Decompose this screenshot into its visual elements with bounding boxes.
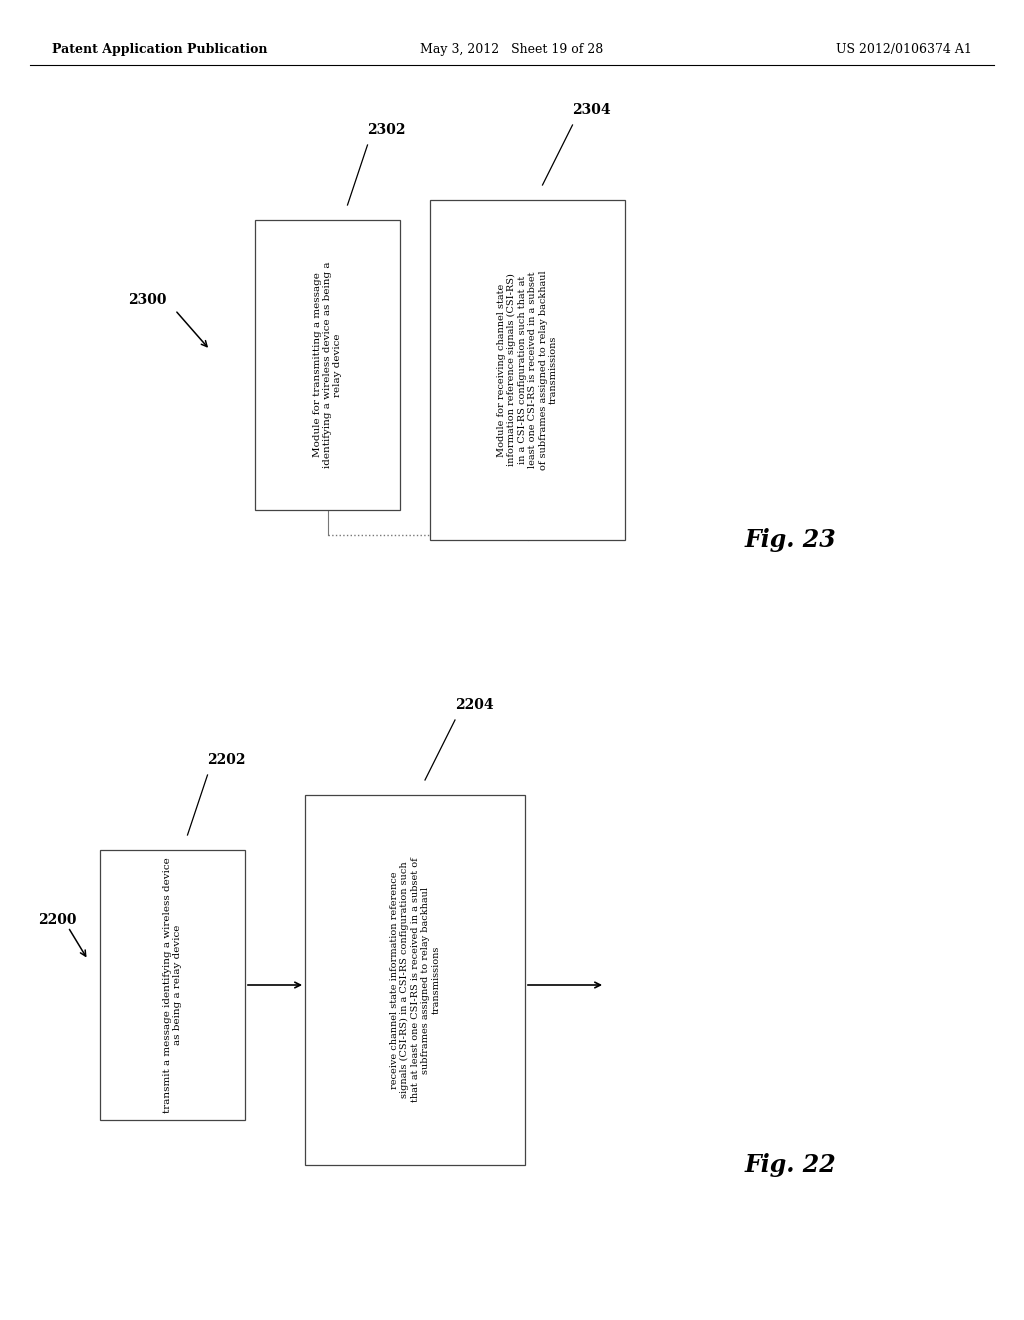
Bar <box>100 850 245 1119</box>
Text: receive channel state information reference
signals (CSI-RS) in a CSI-RS configu: receive channel state information refere… <box>389 858 440 1102</box>
Text: 2304: 2304 <box>572 103 611 117</box>
Text: 2302: 2302 <box>368 123 406 137</box>
Bar <box>430 201 625 540</box>
Text: 2202: 2202 <box>208 752 246 767</box>
Text: Fig. 22: Fig. 22 <box>744 1152 836 1177</box>
Text: Patent Application Publication: Patent Application Publication <box>52 44 267 57</box>
Text: May 3, 2012   Sheet 19 of 28: May 3, 2012 Sheet 19 of 28 <box>421 44 603 57</box>
Text: US 2012/0106374 A1: US 2012/0106374 A1 <box>837 44 972 57</box>
Text: Module for receiving channel state
information reference signals (CSI-RS)
in a C: Module for receiving channel state infor… <box>497 271 558 470</box>
Text: 2200: 2200 <box>38 913 77 927</box>
Text: Module for transmitting a message
identifying a wireless device as being a
relay: Module for transmitting a message identi… <box>312 261 342 469</box>
Text: Fig. 23: Fig. 23 <box>744 528 836 552</box>
Text: 2204: 2204 <box>455 698 494 711</box>
Bar <box>255 220 400 510</box>
Text: transmit a message identifying a wireless device
as being a relay device: transmit a message identifying a wireles… <box>163 857 182 1113</box>
Text: 2300: 2300 <box>128 293 167 308</box>
Bar <box>305 795 525 1166</box>
